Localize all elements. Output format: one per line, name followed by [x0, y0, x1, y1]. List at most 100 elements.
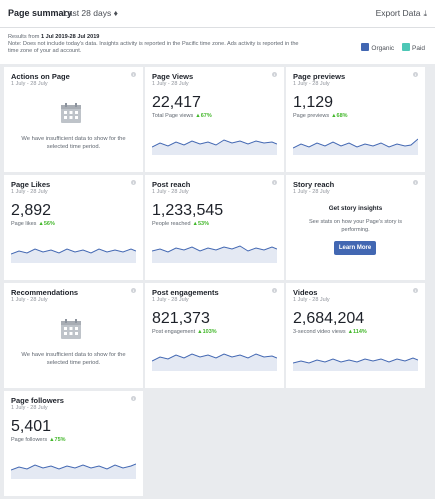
info-icon[interactable]: i	[131, 396, 136, 401]
card-videos[interactable]: Videos 1 July - 28 July i 2,684,204 3-se…	[286, 283, 425, 388]
change-percent: ▲114%	[347, 329, 367, 335]
legend-organic: Organic	[361, 43, 394, 52]
change-percent: ▲56%	[38, 221, 55, 227]
metric-label: 3-second video views ▲114%	[293, 329, 367, 335]
metric-value: 1,233,545	[152, 202, 224, 219]
info-icon[interactable]: i	[131, 72, 136, 77]
change-percent: ▲68%	[331, 113, 348, 119]
sparkline-chart	[152, 245, 277, 263]
card-page-followers[interactable]: Page followers 1 July - 28 July i 5,401 …	[4, 391, 143, 496]
results-dates: 1 Jul 2019-28 Jul 2019	[40, 34, 100, 40]
card-date: 1 July - 28 July	[11, 189, 48, 195]
legend-paid: Paid	[401, 43, 425, 52]
up-arrow-icon: ▲	[195, 113, 201, 119]
card-title: Page Views	[152, 72, 194, 81]
info-icon[interactable]: i	[413, 180, 418, 185]
results-notes: Results from 1 Jul 2019-28 Jul 2019 Note…	[0, 28, 435, 64]
timezone-note-cont: time zone of your ad account.	[8, 48, 82, 54]
metric-label: Post engagement ▲103%	[152, 329, 217, 335]
info-icon[interactable]: i	[131, 180, 136, 185]
card-recommendations[interactable]: Recommendations 1 July - 28 July i We ha…	[4, 283, 143, 388]
change-percent: ▲75%	[49, 437, 66, 443]
sparkline-chart	[11, 463, 136, 479]
card-title: Page followers	[11, 396, 64, 405]
metric-label: Total Page views ▲67%	[152, 113, 212, 119]
metric-label: People reached ▲53%	[152, 221, 209, 227]
change-percent: ▲103%	[197, 329, 217, 335]
card-date: 1 July - 28 July	[293, 297, 330, 303]
card-title: Page previews	[293, 72, 346, 81]
date-range-label: Last 28 days	[63, 8, 112, 18]
card-date: 1 July - 28 July	[293, 81, 330, 87]
info-icon[interactable]: i	[272, 72, 277, 77]
info-icon[interactable]: i	[413, 72, 418, 77]
up-arrow-icon: ▲	[192, 221, 198, 227]
calendar-icon	[61, 103, 81, 123]
learn-more-button[interactable]: Learn More	[334, 241, 376, 255]
card-date: 1 July - 28 July	[11, 81, 48, 87]
export-data-button[interactable]: Export Data ⤓	[376, 8, 427, 19]
insufficient-data-text: We have insufficient data to show for th…	[21, 352, 126, 366]
metric-value: 2,684,204	[293, 310, 365, 327]
card-title: Post engagements	[152, 288, 219, 297]
card-title: Actions on Page	[11, 72, 70, 81]
card-date: 1 July - 28 July	[11, 405, 48, 411]
card-page-views[interactable]: Page Views 1 July - 28 July i 22,417 Tot…	[145, 67, 284, 172]
date-range-dropdown[interactable]: Last 28 days ♦	[63, 8, 118, 18]
sparkline-chart	[152, 139, 277, 155]
card-title: Story reach	[293, 180, 335, 189]
organic-swatch	[361, 43, 370, 51]
metric-label: Page followers ▲75%	[11, 437, 66, 443]
metric-value: 22,417	[152, 94, 201, 111]
metric-label: Page previews ▲68%	[293, 113, 348, 119]
card-post-engagements[interactable]: Post engagements 1 July - 28 July i 821,…	[145, 283, 284, 388]
up-arrow-icon: ▲	[347, 329, 354, 335]
metric-label: Page likes ▲56%	[11, 221, 55, 227]
card-post-reach[interactable]: Post reach 1 July - 28 July i 1,233,545 …	[145, 175, 284, 280]
card-page-previews[interactable]: Page previews 1 July - 28 July i 1,129 P…	[286, 67, 425, 172]
metric-value: 5,401	[11, 418, 52, 435]
up-arrow-icon: ▲	[197, 329, 203, 335]
metric-value: 821,373	[152, 310, 210, 327]
up-arrow-icon: ▲	[49, 437, 55, 443]
card-actions-on-page[interactable]: Actions on Page 1 July - 28 July i We ha…	[4, 67, 143, 172]
export-data-label: Export Data	[375, 8, 421, 18]
card-title: Videos	[293, 288, 318, 297]
change-percent: ▲53%	[192, 221, 209, 227]
results-range-text: Results from 1 Jul 2019-28 Jul 2019	[8, 34, 100, 40]
sparkline-chart	[293, 357, 418, 371]
legend: Organic Paid	[355, 43, 425, 52]
download-icon: ⤓	[423, 9, 427, 18]
story-insights-description: See stats on how your Page's story is pe…	[308, 219, 403, 233]
metric-value: 1,129	[293, 94, 334, 111]
card-page-likes[interactable]: Page Likes 1 July - 28 July i 2,892 Page…	[4, 175, 143, 280]
timezone-note: Note: Does not include today's data. Ins…	[8, 41, 299, 47]
info-icon[interactable]: i	[413, 288, 418, 293]
story-insights-heading: Get story insights	[328, 205, 383, 212]
paid-swatch	[401, 43, 410, 51]
card-date: 1 July - 28 July	[152, 189, 189, 195]
sort-caret-icon: ♦	[113, 8, 118, 18]
info-icon[interactable]: i	[272, 180, 277, 185]
page-title: Page summary	[8, 8, 73, 18]
calendar-icon	[61, 319, 81, 339]
sparkline-chart	[11, 248, 136, 263]
page-summary-header: Page summary Last 28 days ♦ Export Data ⤓	[0, 0, 435, 28]
info-icon[interactable]: i	[131, 288, 136, 293]
insufficient-data-text: We have insufficient data to show for th…	[21, 136, 126, 150]
up-arrow-icon: ▲	[38, 221, 44, 227]
card-date: 1 July - 28 July	[11, 297, 48, 303]
card-date: 1 July - 28 July	[152, 81, 189, 87]
up-arrow-icon: ▲	[331, 113, 337, 119]
info-icon[interactable]: i	[272, 288, 277, 293]
card-date: 1 July - 28 July	[152, 297, 189, 303]
card-title: Page Likes	[11, 180, 51, 189]
metric-value: 2,892	[11, 202, 52, 219]
sparkline-chart	[293, 138, 418, 155]
card-date: 1 July - 28 July	[293, 189, 330, 195]
sparkline-chart	[152, 353, 277, 371]
card-story-reach[interactable]: Story reach 1 July - 28 July i Get story…	[286, 175, 425, 280]
card-title: Recommendations	[11, 288, 79, 297]
change-percent: ▲67%	[195, 113, 212, 119]
card-title: Post reach	[152, 180, 191, 189]
